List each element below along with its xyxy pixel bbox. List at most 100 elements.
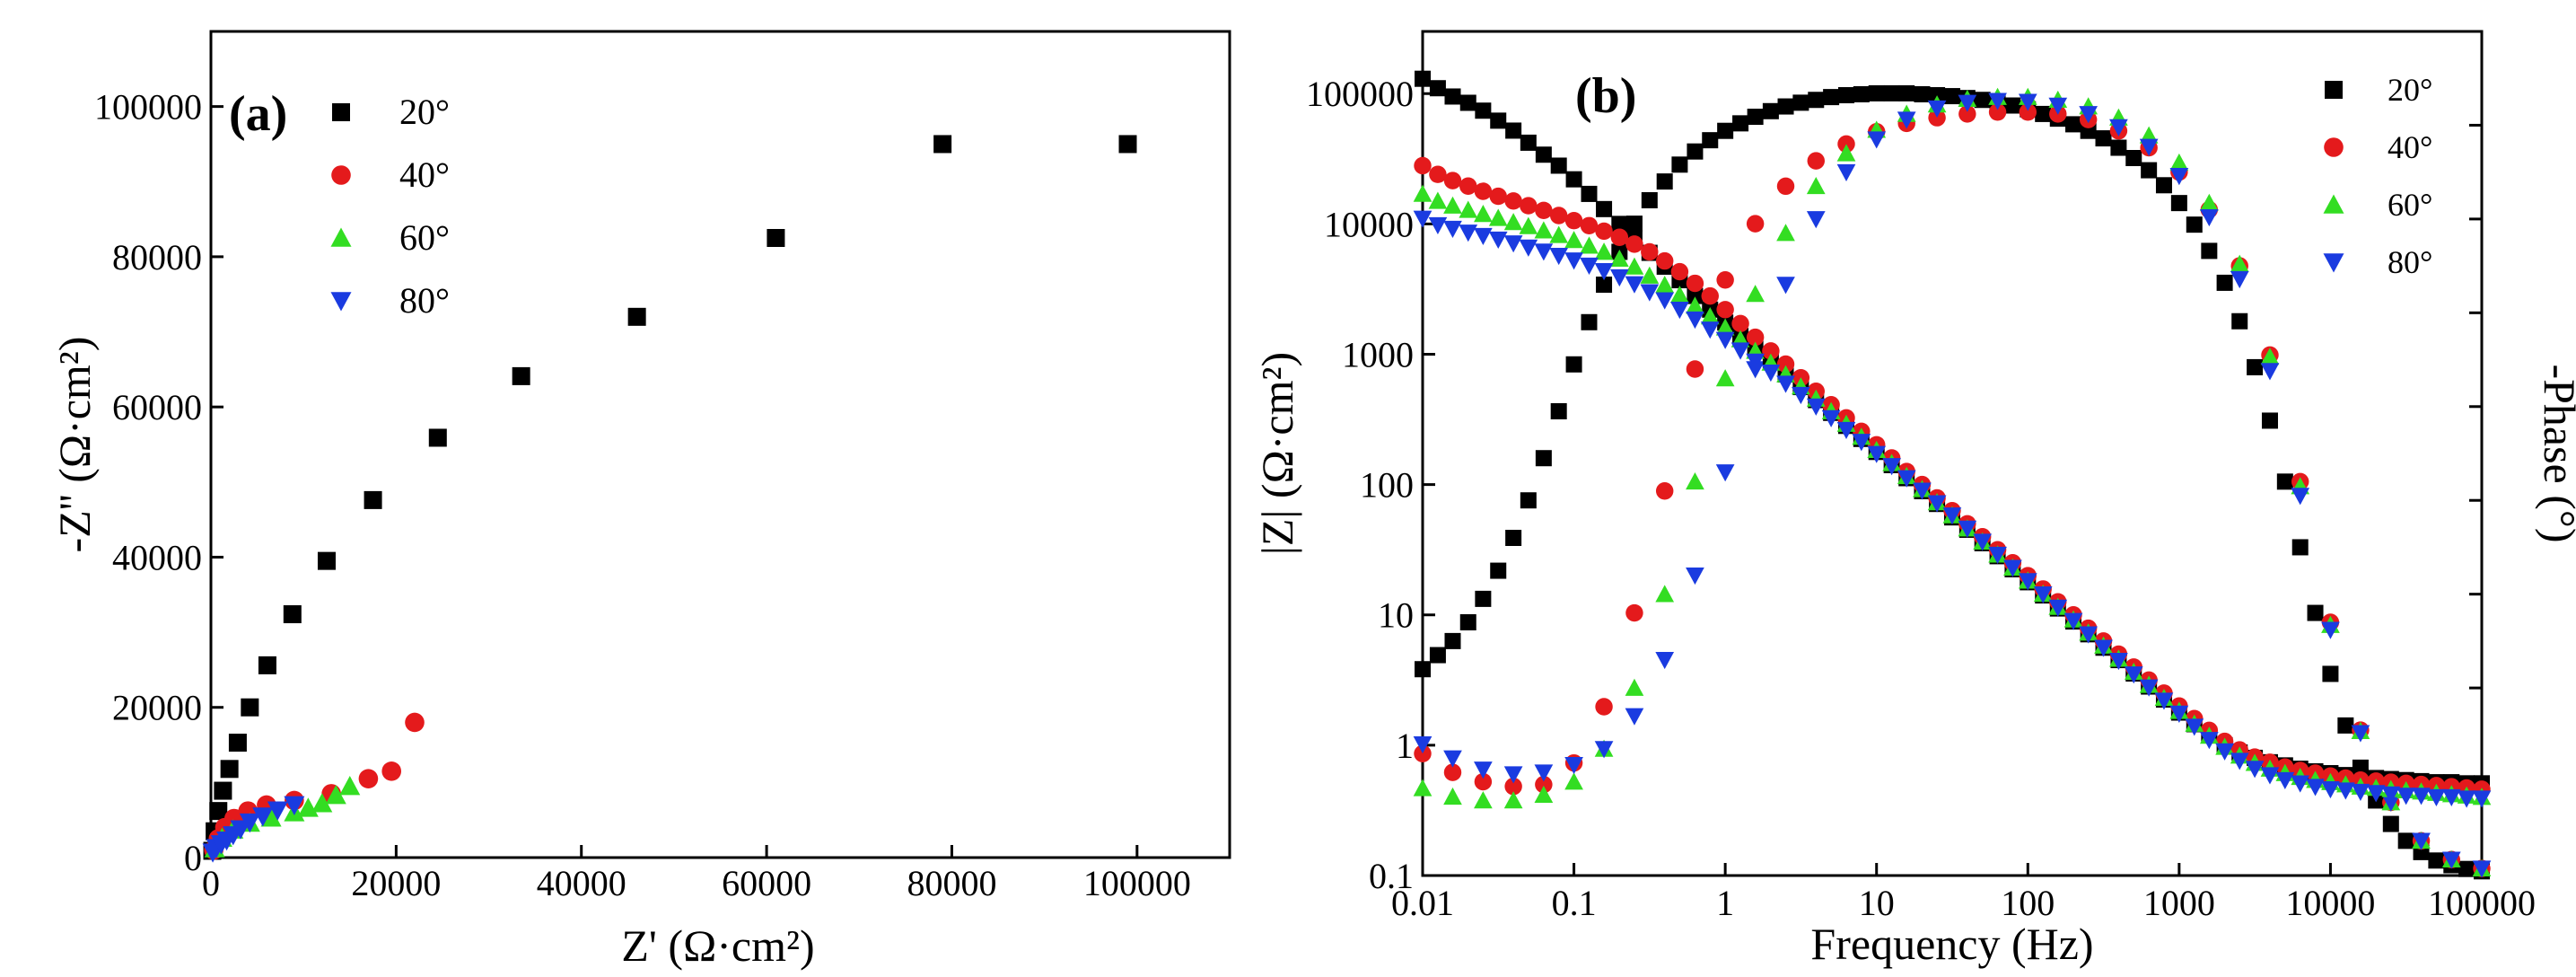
panel-b-modulus-point-20: [1596, 200, 1613, 217]
panel-b-modulus-point-80: [2291, 775, 2310, 793]
panel-b-modulus-point-40: [1686, 274, 1704, 293]
panel-b-phase-point-20: [1671, 156, 1688, 173]
panel-b-y-tick-label: 1: [1396, 726, 1414, 766]
panel-b-phase-point-60: [1686, 471, 1704, 490]
panel-b-y-tick-label: 100: [1360, 465, 1414, 506]
panel-b-modulus-point-40: [1670, 262, 1689, 281]
panel-b-phase-point-40: [1474, 772, 1493, 791]
panel-b-phase-point-20: [2276, 473, 2293, 490]
panel-b-modulus-point-80: [1503, 235, 1523, 253]
panel-b-phase-point-40: [1807, 152, 1825, 170]
panel-b-modulus-point-60: [1609, 249, 1629, 268]
panel-a-point-20: [1118, 135, 1137, 154]
panel-b-modulus-point-80: [2169, 705, 2189, 723]
panel-b-phase-point-20: [2110, 139, 2127, 156]
panel-b-phase-point-80: [1686, 567, 1704, 585]
panel-b-modulus-point-40: [1474, 182, 1493, 200]
panel-a-x-tick-label: 0: [202, 863, 220, 903]
panel-b-modulus-point-40: [1595, 222, 1613, 241]
panel-b-modulus-point-80: [1488, 231, 1508, 250]
panel-b-modulus-point-60: [1534, 221, 1554, 239]
panel-a-x-tick-label: 20000: [351, 863, 441, 903]
panel-b-modulus-point-80: [2199, 732, 2219, 750]
panel-b-modulus-point-80: [2154, 692, 2174, 710]
panel-b-modulus-point-80: [1792, 386, 1810, 405]
panel-b-modulus-point-20: [1444, 88, 1461, 105]
panel-b-modulus-point-80: [1443, 220, 1462, 238]
panel-b-modulus-point-40: [1655, 251, 1674, 270]
panel-b-modulus-point-80: [1927, 495, 1947, 513]
panel-a-y-tick-label: 100000: [94, 87, 202, 128]
panel-b-phase-point-20: [1943, 88, 1960, 105]
panel-b-modulus-point-40: [1489, 187, 1507, 206]
panel-b-phase-point-80: [2079, 106, 2098, 124]
panel-b-phase-point-80: [2109, 119, 2128, 136]
panel-a-x-tick-label: 80000: [907, 863, 996, 903]
panel-b-phase-point-20: [2035, 105, 2052, 122]
panel-b-modulus-point-80: [1625, 276, 1644, 294]
panel-b-plot-frame: [1421, 30, 2484, 877]
panel-b-phase-point-60: [1413, 779, 1433, 797]
panel-b-phase-point-20: [1762, 102, 1779, 119]
panel-b-modulus-point-80: [1534, 243, 1554, 261]
panel-b-modulus-point-80: [1715, 331, 1735, 349]
panel-b-phase-point-20: [2186, 216, 2203, 233]
panel-b-x-tick-label: 0.01: [1391, 883, 1454, 923]
panel-b-modulus-point-20: [1490, 112, 1507, 129]
panel-b-phase-point-80: [1897, 111, 1916, 129]
panel-b-phase-point-60: [1806, 176, 1826, 195]
panel-b-phase-point-20: [1505, 530, 1522, 546]
panel-b-modulus-point-80: [2094, 639, 2113, 657]
panel-b-y2-axis-label: -Phase (°): [2535, 364, 2576, 542]
panel-b-modulus-point-60: [1670, 286, 1689, 304]
panel-b-modulus-point-80: [1958, 520, 1977, 538]
panel-b-phase-point-20: [1929, 87, 1946, 104]
panel-a-point-20: [209, 802, 228, 821]
panel-b-modulus-point-40: [1746, 328, 1765, 347]
panel-b-y-axis-label: |Z| (Ω·cm²): [1252, 352, 1302, 555]
panel-b-modulus-point-20: [1581, 185, 1598, 202]
panel-a-point-20: [933, 135, 952, 154]
panel-a-legend-marker-20: [332, 103, 350, 121]
panel-b-modulus-point-60: [1700, 307, 1720, 325]
panel-b-phase-point-80: [2291, 488, 2310, 506]
panel-b-modulus-point-40: [1459, 177, 1477, 195]
panel-b-phase-point-20: [2307, 604, 2324, 621]
panel-b-phase-point-60: [2199, 193, 2219, 211]
panel-b-legend-label-60: 60°: [2388, 187, 2432, 223]
panel-a-point-20: [627, 307, 646, 326]
panel-b-phase-point-40: [1504, 778, 1522, 796]
panel-b-modulus-point-80: [2381, 786, 2401, 804]
panel-b-phase-point-40: [1958, 105, 1976, 123]
panel-b-modulus-point-80: [1428, 216, 1448, 234]
panel-b-phase-point-20: [1747, 109, 1764, 126]
panel-b-phase-point-20: [1808, 92, 1825, 109]
panel-b-phase-point-60: [1715, 369, 1735, 387]
panel-a-point-80: [284, 796, 305, 815]
panel-b-phase-point-20: [2428, 852, 2445, 869]
panel-b-modulus-point-60: [1625, 257, 1644, 275]
panel-b-phase-point-20: [1550, 403, 1567, 419]
panel-b-phase-point-20: [2397, 832, 2414, 849]
panel-b-modulus-point-80: [1459, 224, 1478, 242]
panel-b-modulus-point-40: [1414, 156, 1432, 175]
panel-b-y-tick-label: 10: [1378, 595, 1414, 636]
panel-b-modulus-point-80: [2109, 652, 2128, 671]
panel-b-x-tick-label: 100: [2001, 883, 2055, 923]
panel-b-modulus-point-80: [1988, 546, 2007, 564]
panel-b-phase-point-40: [1414, 744, 1432, 762]
panel-b-x-axis-label: Frequency (Hz): [1810, 919, 2093, 969]
panel-b-phase-point-80: [1715, 464, 1735, 482]
panel-b-phase-point-80: [2139, 138, 2159, 156]
panel-b-modulus-point-60: [1564, 231, 1583, 249]
panel-b-modulus-point-40: [1580, 216, 1599, 235]
panel-b-phase-point-20: [1898, 84, 1915, 101]
panel-b-phase-point-20: [2125, 150, 2142, 166]
panel-b-phase-point-20: [1732, 115, 1749, 132]
panel-b-phase-point-80: [1625, 708, 1644, 726]
panel-b-modulus-point-60: [1655, 276, 1675, 294]
panel-b-phase-point-20: [1656, 173, 1673, 190]
panel-b-label: (b): [1575, 68, 1636, 124]
panel-b-modulus-point-80: [1474, 227, 1493, 246]
panel-a-y-tick-label: 0: [184, 838, 202, 878]
